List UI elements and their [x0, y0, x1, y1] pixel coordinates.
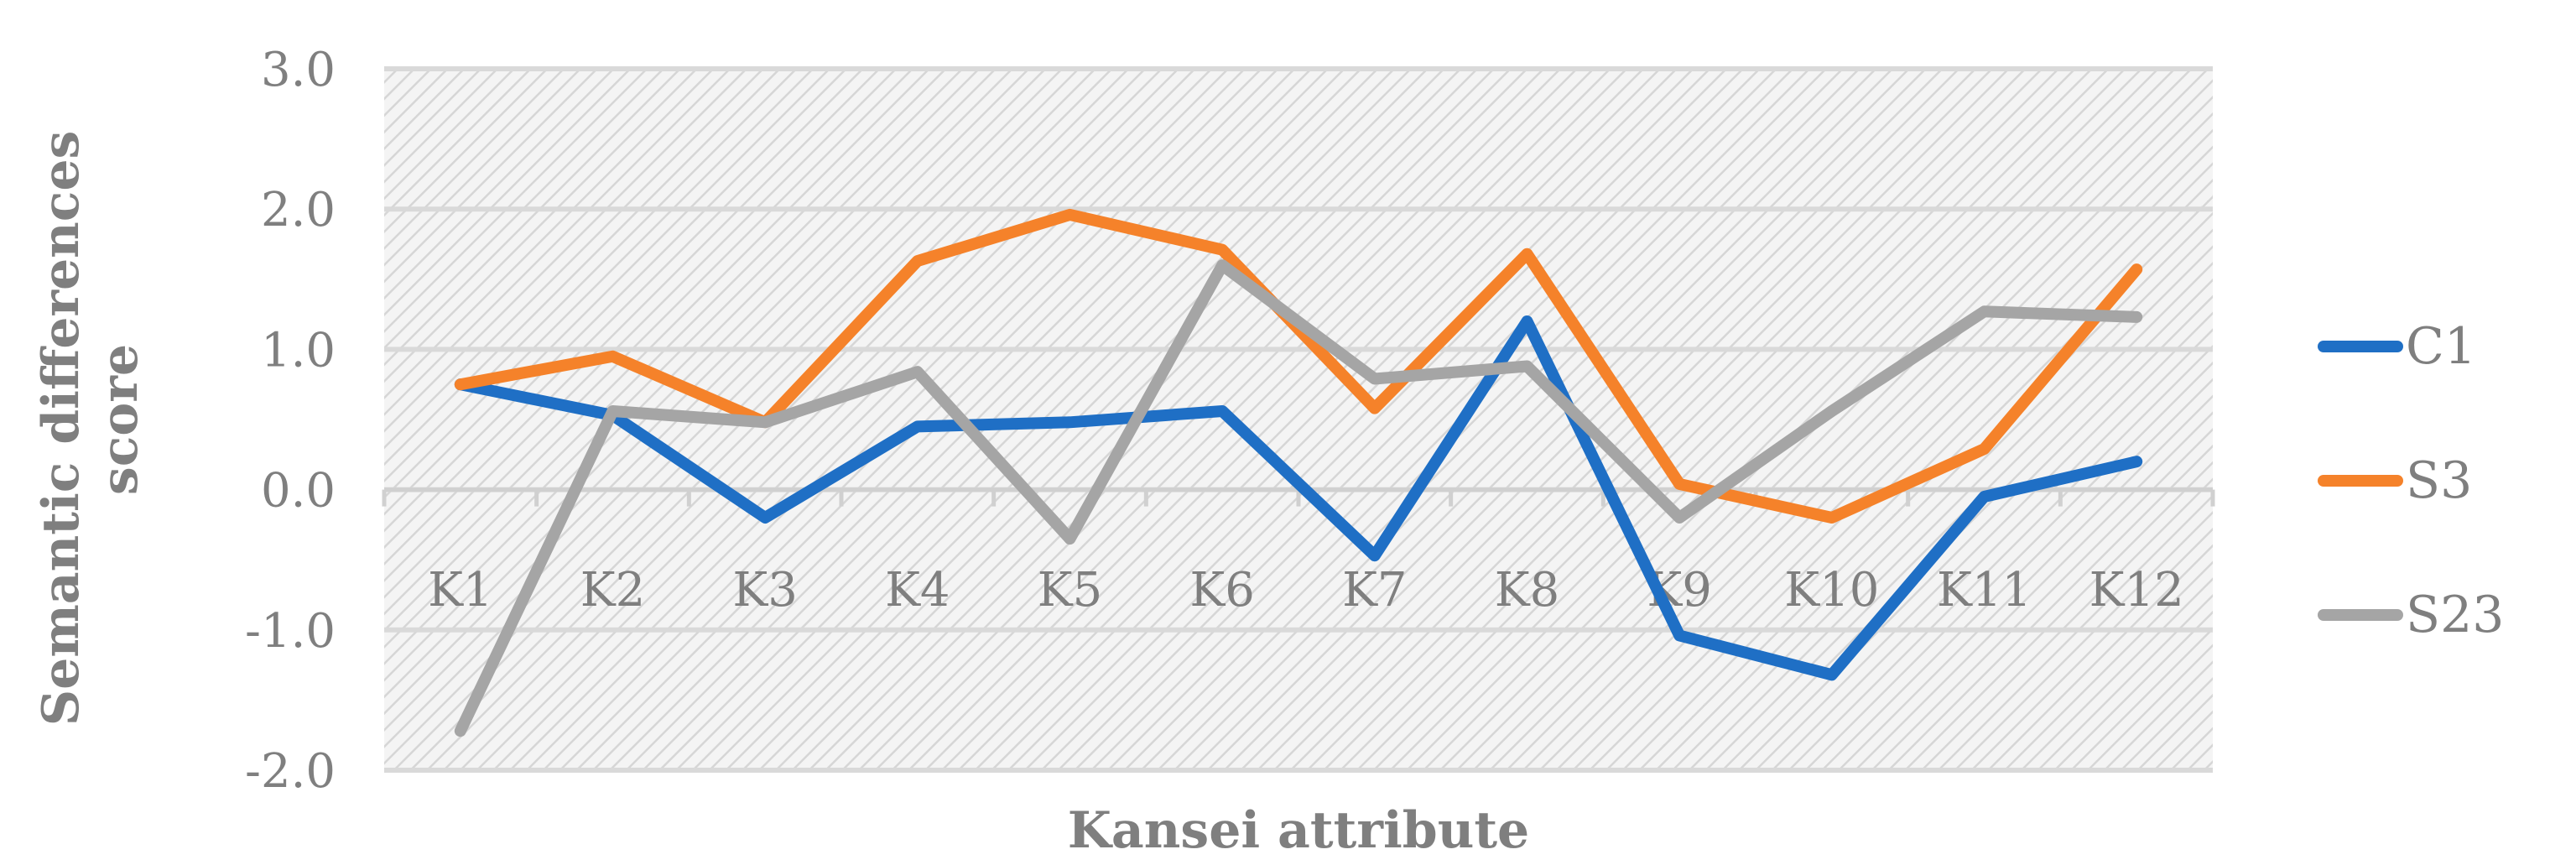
x-tick-label: K11: [1937, 563, 2032, 617]
y-axis-title-line-2: score: [91, 344, 149, 495]
series-line-c1: [454, 315, 2143, 681]
y-tick-label: -2.0: [245, 744, 336, 799]
legend-label-c1: C1: [2406, 317, 2476, 376]
series-lines: [454, 208, 2143, 737]
y-tick-label: 0.0: [261, 464, 336, 518]
x-tick-label: K10: [1784, 563, 1879, 617]
legend-label-s3: S3: [2406, 451, 2472, 510]
x-tick-label: K3: [732, 563, 797, 617]
y-axis-title-line-1: Semantic differences: [32, 131, 91, 726]
y-tick-label: 1.0: [261, 323, 336, 378]
y-tick-label: -1.0: [245, 604, 336, 659]
x-tick-label: K8: [1495, 563, 1559, 617]
x-tick-label: K5: [1038, 563, 1102, 617]
y-axis-title: Semantic differences score: [32, 113, 149, 726]
series-line-s23: [454, 259, 2143, 737]
x-tick-label: K12: [2089, 563, 2184, 617]
y-tick-label: 3.0: [261, 43, 336, 97]
y-tick-label: 2.0: [261, 183, 336, 237]
legend-label-s23: S23: [2406, 586, 2504, 644]
x-tick-label: K1: [428, 563, 492, 617]
x-axis-ticks: K1 K2 K3 K4 K5 K6 K7 K8 K9 K10 K11 K12: [428, 563, 2184, 617]
legend: C1 S3 S23: [2318, 317, 2504, 644]
x-tick-label: K2: [580, 563, 645, 617]
x-tick-label: K7: [1342, 563, 1407, 617]
y-axis-ticks: 3.0 2.0 1.0 0.0 -1.0 -2.0: [245, 43, 336, 799]
x-tick-label: K6: [1189, 563, 1254, 617]
x-tick-label: K4: [885, 563, 950, 617]
x-axis-title: Kansei attribute: [1068, 801, 1529, 860]
